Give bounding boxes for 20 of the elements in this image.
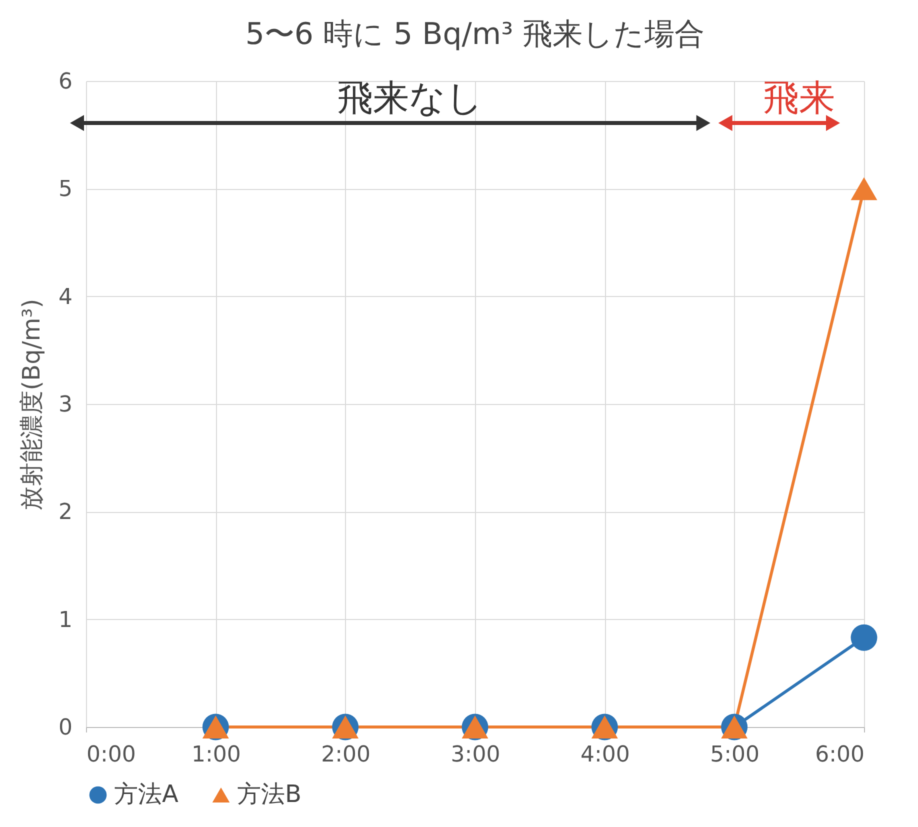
annotation: 飛来 xyxy=(763,78,836,119)
y-tick-label: 2 xyxy=(58,500,72,526)
y-tick-label: 6 xyxy=(58,70,72,94)
y-tick-label: 5 xyxy=(58,177,72,202)
y-axis-title: 放射能濃度(Bq/m³) xyxy=(18,298,46,510)
y-tick-label: 1 xyxy=(58,608,72,633)
x-tick-label: 6:00 xyxy=(815,742,864,768)
annotation: 飛来なし xyxy=(337,78,484,119)
y-tick-label: 3 xyxy=(58,392,72,418)
x-tick-label: 5:00 xyxy=(710,742,760,768)
legend-label: 方法A xyxy=(114,780,179,808)
y-tick-label: 0 xyxy=(58,716,72,740)
x-tick-label: 4:00 xyxy=(580,742,630,768)
chart-title: 5〜6 時に 5 Bq/m³ 飛来した場合 xyxy=(245,17,705,52)
x-tick-label: 0:00 xyxy=(86,742,136,768)
x-tick-label: 3:00 xyxy=(450,742,500,768)
legend-label: 方法B xyxy=(237,780,302,808)
x-tick-label: 1:00 xyxy=(191,742,241,768)
y-tick-label: 4 xyxy=(58,284,72,310)
x-tick-label: 2:00 xyxy=(321,742,371,768)
